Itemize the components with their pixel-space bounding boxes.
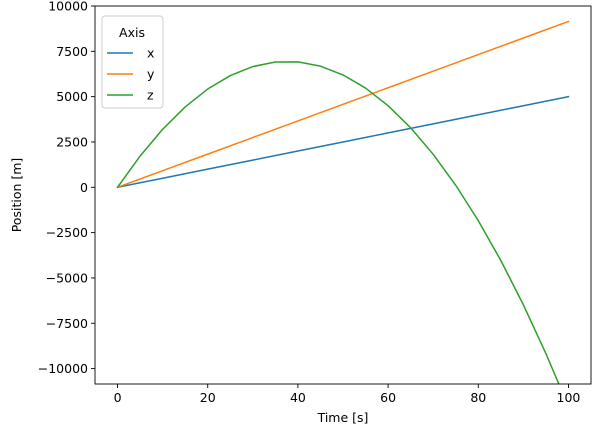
y-ticks: −10000 −7500 −5000 −2500 0 2500 5000 7500 10000: [38, 0, 95, 376]
axes-frame: [94, 5, 592, 385]
legend-label-z: z: [147, 88, 154, 103]
y-tick-label: 2500: [56, 134, 88, 149]
series-line-z: [116, 61, 560, 384]
y-tick-label: −7500: [46, 316, 88, 331]
legend: Axis xyz: [101, 15, 164, 109]
y-tick-label: −2500: [46, 225, 88, 240]
x-axis-label: Time [s]: [317, 410, 369, 425]
x-tick-label: 100: [557, 390, 581, 405]
y-axis-label: Position [m]: [9, 158, 24, 233]
x-ticks: 0 20 40 60 80 100: [114, 384, 581, 405]
y-tick-label: 10000: [48, 0, 88, 14]
y-tick-label: −5000: [46, 270, 88, 285]
series-layer: [116, 20, 570, 384]
legend-title: Axis: [119, 25, 145, 40]
series-line-x: [116, 95, 570, 189]
y-tick-label: 0: [80, 180, 88, 195]
x-tick-label: 0: [114, 390, 122, 405]
legend-entries: xyz: [107, 46, 155, 103]
x-tick-label: 80: [470, 390, 486, 405]
x-tick-label: 60: [380, 390, 396, 405]
x-tick-label: 40: [290, 390, 306, 405]
x-tick-label: 20: [200, 390, 216, 405]
y-tick-label: 5000: [56, 89, 88, 104]
legend-label-y: y: [147, 67, 155, 82]
y-tick-label: 7500: [56, 44, 88, 59]
y-tick-label: −10000: [38, 361, 88, 376]
series-line-y: [116, 20, 570, 189]
legend-label-x: x: [147, 46, 154, 61]
plot-area: [95, 6, 591, 384]
legend-box: [101, 15, 164, 109]
